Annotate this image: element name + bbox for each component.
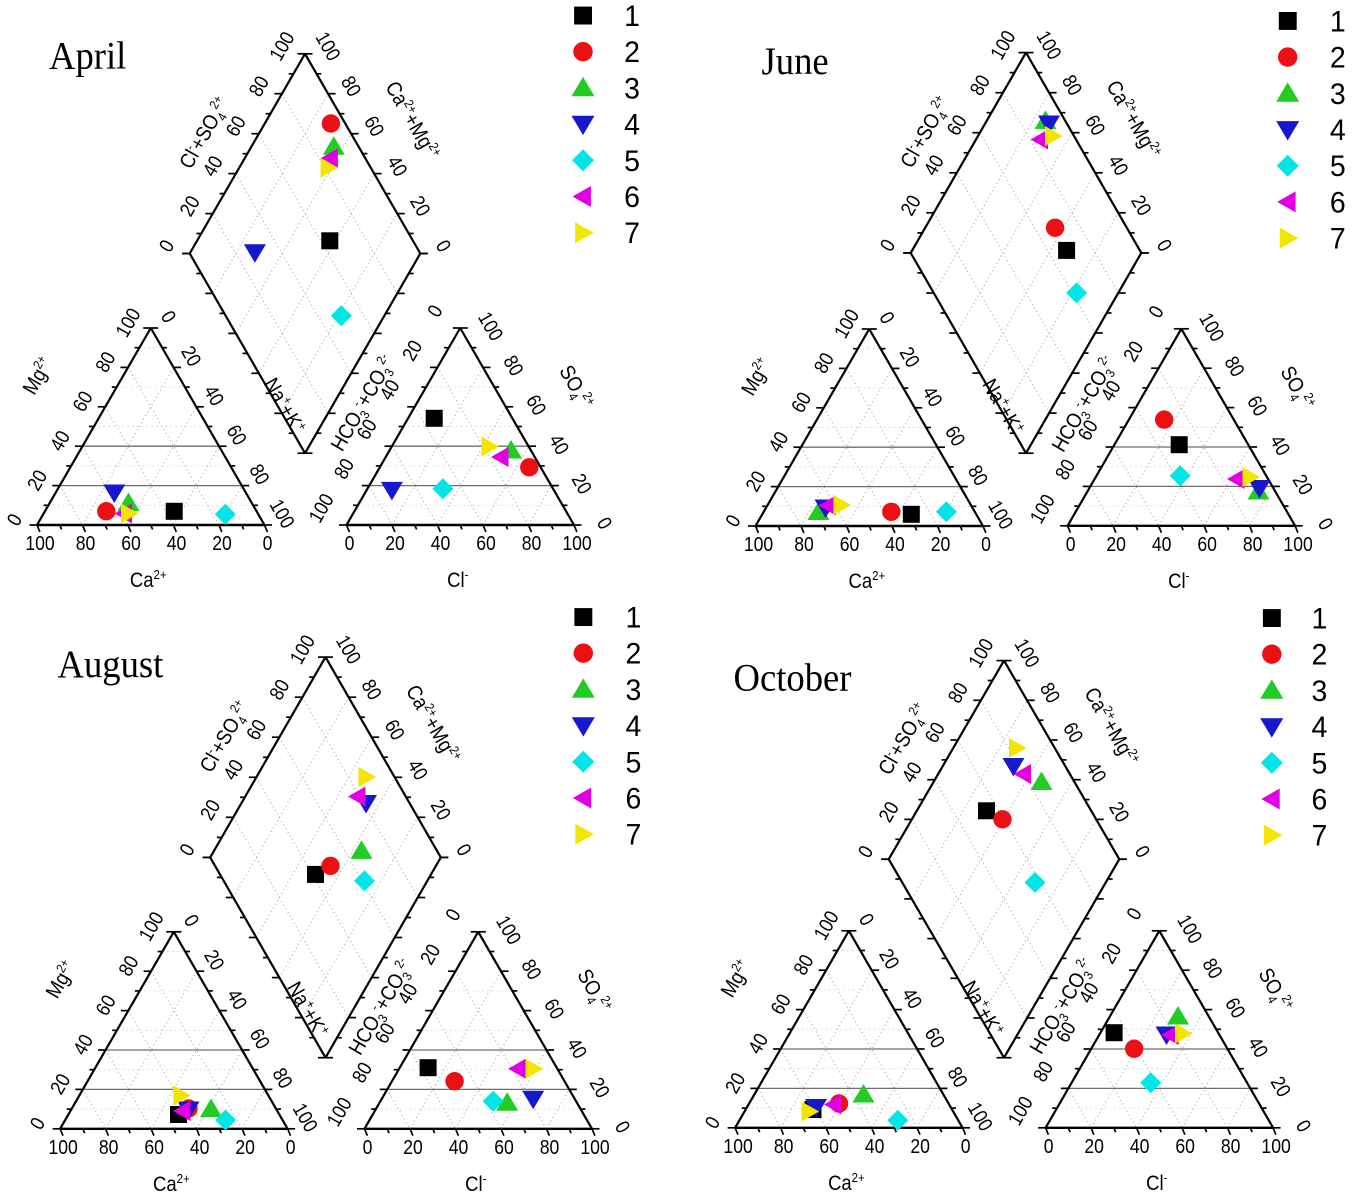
svg-text:Cl-​: Cl-​ bbox=[447, 567, 468, 592]
svg-text:3: 3 bbox=[625, 674, 641, 707]
svg-text:0: 0 bbox=[263, 532, 273, 554]
svg-text:2: 2 bbox=[625, 638, 641, 671]
svg-text:60: 60 bbox=[144, 1136, 164, 1158]
svg-text:5: 5 bbox=[624, 145, 640, 178]
svg-text:2: 2 bbox=[1330, 42, 1346, 75]
svg-text:80: 80 bbox=[794, 533, 814, 555]
svg-text:80: 80 bbox=[522, 532, 542, 554]
svg-text:3: 3 bbox=[624, 73, 640, 106]
svg-text:2: 2 bbox=[1311, 639, 1327, 672]
svg-text:80: 80 bbox=[76, 532, 96, 554]
svg-text:80: 80 bbox=[1243, 533, 1263, 555]
svg-text:20: 20 bbox=[931, 533, 951, 555]
svg-text:4: 4 bbox=[624, 109, 640, 142]
svg-text:20: 20 bbox=[212, 532, 232, 554]
svg-text:100: 100 bbox=[48, 1136, 77, 1158]
svg-text:40: 40 bbox=[1130, 1135, 1150, 1157]
svg-text:100: 100 bbox=[1261, 1135, 1290, 1157]
svg-text:Cl-​: Cl-​ bbox=[1168, 568, 1189, 593]
svg-text:Cl-​: Cl-​ bbox=[465, 1171, 486, 1196]
svg-text:4: 4 bbox=[625, 710, 641, 743]
svg-text:60: 60 bbox=[1197, 533, 1217, 555]
svg-text:40: 40 bbox=[167, 532, 187, 554]
svg-text:August: August bbox=[58, 643, 164, 686]
svg-text:3: 3 bbox=[1311, 675, 1327, 708]
svg-text:6: 6 bbox=[1311, 784, 1327, 817]
svg-text:100: 100 bbox=[744, 533, 773, 555]
svg-text:5: 5 bbox=[625, 747, 641, 780]
svg-text:7: 7 bbox=[624, 218, 640, 251]
svg-text:80: 80 bbox=[540, 1136, 560, 1158]
svg-text:April: April bbox=[49, 34, 126, 77]
svg-text:80: 80 bbox=[1221, 1135, 1241, 1157]
svg-text:40: 40 bbox=[865, 1135, 885, 1157]
svg-text:Cl-​: Cl-​ bbox=[1146, 1170, 1167, 1195]
svg-text:1: 1 bbox=[1330, 6, 1346, 39]
svg-text:5: 5 bbox=[1330, 151, 1346, 184]
svg-text:0: 0 bbox=[1044, 1135, 1054, 1157]
svg-text:0: 0 bbox=[1066, 533, 1076, 555]
svg-text:60: 60 bbox=[476, 532, 496, 554]
svg-text:7: 7 bbox=[625, 819, 641, 852]
svg-text:20: 20 bbox=[1106, 533, 1126, 555]
svg-text:0: 0 bbox=[286, 1136, 296, 1158]
svg-text:1: 1 bbox=[625, 602, 641, 635]
svg-text:60: 60 bbox=[121, 532, 141, 554]
svg-text:0: 0 bbox=[981, 533, 991, 555]
svg-text:100: 100 bbox=[25, 532, 54, 554]
svg-text:0: 0 bbox=[345, 532, 355, 554]
svg-text:1: 1 bbox=[624, 0, 640, 33]
svg-text:100: 100 bbox=[562, 532, 591, 554]
svg-text:7: 7 bbox=[1330, 223, 1346, 256]
svg-text:40: 40 bbox=[885, 533, 905, 555]
svg-text:5: 5 bbox=[1311, 748, 1327, 781]
svg-text:June: June bbox=[762, 40, 829, 83]
svg-text:1: 1 bbox=[1311, 603, 1327, 636]
svg-text:40: 40 bbox=[1152, 533, 1172, 555]
svg-text:60: 60 bbox=[1175, 1135, 1195, 1157]
svg-text:20: 20 bbox=[910, 1135, 930, 1157]
svg-text:4: 4 bbox=[1330, 114, 1346, 147]
svg-text:100: 100 bbox=[580, 1136, 609, 1158]
svg-text:100: 100 bbox=[1283, 533, 1312, 555]
svg-text:6: 6 bbox=[624, 181, 640, 214]
svg-text:6: 6 bbox=[625, 783, 641, 816]
svg-text:80: 80 bbox=[774, 1135, 794, 1157]
svg-text:20: 20 bbox=[1084, 1135, 1104, 1157]
svg-text:40: 40 bbox=[190, 1136, 210, 1158]
svg-text:60: 60 bbox=[494, 1136, 514, 1158]
svg-text:4: 4 bbox=[1311, 711, 1327, 744]
svg-text:20: 20 bbox=[385, 532, 405, 554]
svg-text:0: 0 bbox=[961, 1135, 971, 1157]
svg-text:100: 100 bbox=[723, 1135, 752, 1157]
svg-text:60: 60 bbox=[819, 1135, 839, 1157]
svg-text:0: 0 bbox=[363, 1136, 373, 1158]
svg-text:2: 2 bbox=[624, 37, 640, 70]
svg-text:3: 3 bbox=[1330, 78, 1346, 111]
svg-text:October: October bbox=[734, 656, 852, 699]
svg-text:60: 60 bbox=[840, 533, 860, 555]
svg-text:20: 20 bbox=[235, 1136, 255, 1158]
svg-text:7: 7 bbox=[1311, 820, 1327, 853]
svg-text:40: 40 bbox=[449, 1136, 469, 1158]
svg-text:40: 40 bbox=[431, 532, 451, 554]
svg-text:6: 6 bbox=[1330, 187, 1346, 220]
svg-text:80: 80 bbox=[99, 1136, 119, 1158]
svg-text:20: 20 bbox=[403, 1136, 423, 1158]
